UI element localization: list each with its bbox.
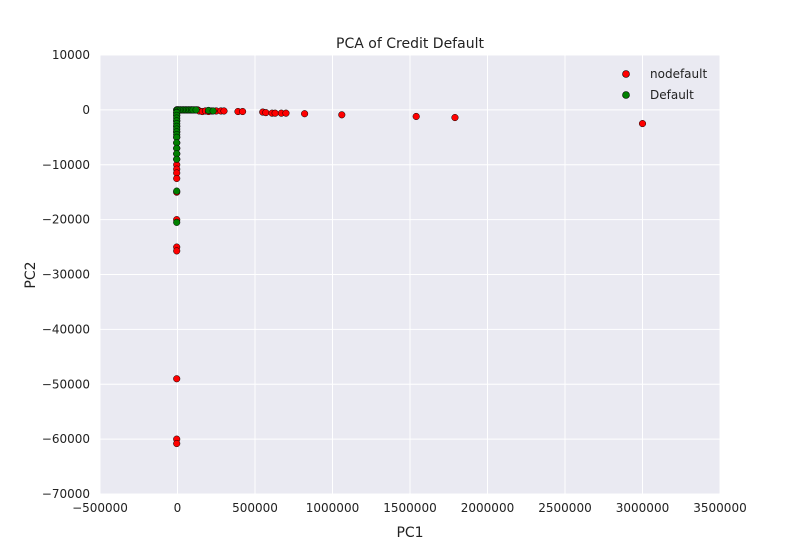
- y-tick-label: −30000: [42, 268, 90, 282]
- data-point-nodefault: [173, 174, 181, 183]
- data-point-nodefault: [220, 107, 228, 115]
- scatter-points: [173, 106, 647, 448]
- data-point-default: [209, 107, 217, 115]
- y-tick-label: −10000: [42, 158, 90, 172]
- x-tick-label: −500000: [72, 501, 128, 515]
- legend-marker-default: [622, 91, 630, 99]
- y-tick-labels: 10000 0 −10000 −20000 −30000 −40000 −50000 −600…: [42, 48, 90, 501]
- data-point-nodefault: [301, 110, 309, 118]
- data-point-nodefault: [338, 111, 346, 119]
- y-tick-label: −50000: [42, 377, 90, 391]
- data-point-default: [173, 218, 181, 226]
- x-tick-label: 1000000: [306, 501, 359, 515]
- x-tick-label: 0: [174, 501, 182, 515]
- legend-label-default: Default: [650, 88, 694, 102]
- y-tick-label: −60000: [42, 432, 90, 446]
- x-tick-label: 3500000: [693, 501, 746, 515]
- x-tick-labels: −500000 0 500000 1000000 1500000 2000000 25000…: [72, 501, 747, 515]
- data-point-nodefault: [638, 120, 647, 128]
- x-tick-label: 3000000: [616, 501, 669, 515]
- data-point-nodefault: [451, 114, 459, 122]
- legend: nodefault Default: [622, 67, 707, 102]
- y-tick-label: −20000: [42, 213, 90, 227]
- y-axis-label: PC2: [23, 261, 39, 288]
- y-tick-label: 10000: [52, 48, 90, 62]
- data-point-nodefault: [173, 247, 181, 255]
- y-tick-label: 0: [82, 103, 90, 117]
- legend-marker-nodefault: [622, 70, 630, 78]
- data-point-nodefault: [412, 112, 420, 121]
- data-point-nodefault: [271, 109, 279, 117]
- x-tick-label: 2000000: [461, 501, 514, 515]
- data-point-nodefault: [239, 107, 247, 116]
- x-axis-label: PC1: [396, 525, 423, 541]
- data-point-nodefault: [282, 109, 290, 117]
- data-point-nodefault: [173, 439, 181, 448]
- y-tick-label: −70000: [42, 487, 90, 501]
- data-point-default: [173, 187, 181, 195]
- x-tick-label: 1500000: [383, 501, 436, 515]
- x-tick-label: 2500000: [538, 501, 591, 515]
- y-tick-label: −40000: [42, 322, 90, 336]
- grid-lines: [99, 54, 721, 495]
- x-tick-label: 500000: [232, 501, 278, 515]
- legend-label-nodefault: nodefault: [650, 67, 707, 81]
- data-point-default: [192, 106, 200, 114]
- chart-title: PCA of Credit Default: [336, 36, 484, 52]
- data-point-nodefault: [173, 375, 181, 383]
- series-default: [173, 106, 217, 226]
- data-point-nodefault: [262, 109, 270, 117]
- data-point-default: [173, 155, 181, 163]
